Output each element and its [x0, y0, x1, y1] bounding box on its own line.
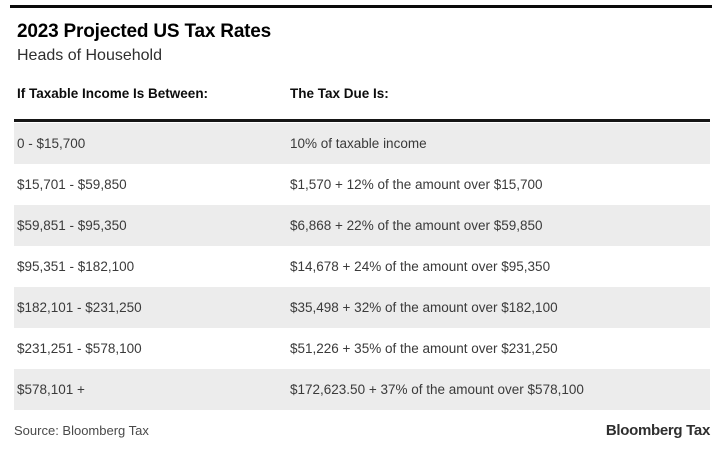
tax-due-cell: $172,623.50 + 37% of the amount over $57…	[290, 382, 584, 397]
footer: Source: Bloomberg Tax Bloomberg Tax	[14, 422, 710, 439]
table-row: $95,351 - $182,100 $14,678 + 24% of the a…	[14, 246, 710, 287]
income-range-cell: $182,101 - $231,250	[17, 300, 142, 315]
column-header-tax-due: The Tax Due Is:	[290, 86, 389, 101]
table-column-headers: If Taxable Income Is Between: The Tax Du…	[14, 87, 710, 101]
table-body: 0 - $15,700 10% of taxable income $15,701 …	[14, 123, 710, 410]
tax-due-cell: $14,678 + 24% of the amount over $95,350	[290, 259, 551, 274]
table-row: $15,701 - $59,850 $1,570 + 12% of the amo…	[14, 164, 710, 205]
top-rule	[10, 5, 712, 8]
income-range-cell: $15,701 - $59,850	[17, 177, 127, 192]
table-row: $231,251 - $578,100 $51,226 + 35% of the …	[14, 328, 710, 369]
header-divider-rule	[14, 119, 710, 122]
column-header-income: If Taxable Income Is Between:	[17, 86, 209, 101]
income-range-cell: $231,251 - $578,100	[17, 341, 142, 356]
table-row: $59,851 - $95,350 $6,868 + 22% of the amo…	[14, 205, 710, 246]
income-range-cell: $59,851 - $95,350	[17, 218, 127, 233]
source-credit: Source: Bloomberg Tax	[14, 423, 149, 438]
table-row: $578,101 + $172,623.50 + 37% of the amoun…	[14, 369, 710, 410]
tax-due-cell: $35,498 + 32% of the amount over $182,10…	[290, 300, 558, 315]
income-range-cell: $578,101 +	[17, 382, 85, 397]
chart-content: 2023 Projected US Tax Rates Heads of Hou…	[0, 21, 720, 439]
tax-due-cell: $51,226 + 35% of the amount over $231,25…	[290, 341, 558, 356]
tax-due-cell: 10% of taxable income	[290, 136, 427, 151]
chart-title: 2023 Projected US Tax Rates	[17, 21, 272, 42]
bloomberg-tax-logo: Bloomberg Tax	[605, 422, 710, 439]
income-range-cell: 0 - $15,700	[17, 136, 86, 151]
tax-due-cell: $1,570 + 12% of the amount over $15,700	[290, 177, 543, 192]
table-row: $182,101 - $231,250 $35,498 + 32% of the …	[14, 287, 710, 328]
chart-subtitle: Heads of Household	[17, 47, 162, 64]
table-row: 0 - $15,700 10% of taxable income	[14, 123, 710, 164]
income-range-cell: $95,351 - $182,100	[17, 259, 135, 274]
tax-due-cell: $6,868 + 22% of the amount over $59,850	[290, 218, 543, 233]
